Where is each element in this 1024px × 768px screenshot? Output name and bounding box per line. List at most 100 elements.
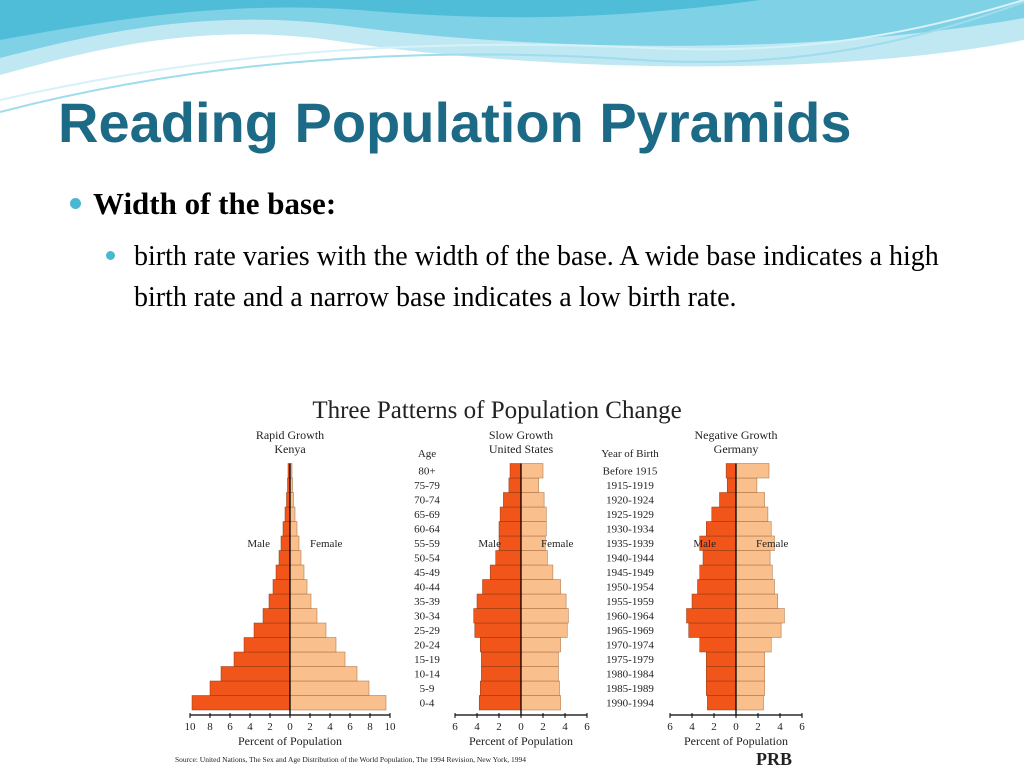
male-bar [509,463,522,479]
birth-year-label: 1980-1984 [606,669,654,681]
age-group-label: 5-9 [420,683,435,695]
male-bar [482,579,522,595]
female-bar [520,608,569,624]
male-bar [499,506,522,522]
pyramid-title: Rapid Growth [256,428,324,442]
age-column-header: Age [418,448,436,460]
x-tick-label: 4 [562,721,568,733]
sub-bullet-text: birth rate varies with the width of the … [134,241,939,313]
x-tick-label: 4 [247,721,253,733]
male-bar [707,695,737,711]
male-bar [473,608,522,624]
female-bar [735,637,772,653]
population-pyramids-figure: Three Patterns of Population Change Rapid… [175,397,805,768]
birth-year-label: 1940-1944 [606,553,654,565]
male-bar [711,506,737,522]
male-bar [280,535,291,551]
birth-year-label: 1945-1949 [606,567,654,579]
male-bar [691,593,737,609]
x-tick-label: 2 [711,721,717,733]
x-tick-label: 2 [540,721,546,733]
birth-year-label: 1935-1939 [606,538,654,550]
x-axis-label: Percent of Population [238,734,342,748]
pyramid-country: United States [489,442,554,456]
male-bar [481,666,522,682]
age-group-label: 15-19 [414,654,440,666]
female-bar [735,680,765,696]
female-bar [520,666,559,682]
female-bar [289,579,308,595]
female-bar [520,593,567,609]
female-bar [520,651,559,667]
female-bar [289,608,318,624]
female-label: Female [310,538,342,550]
female-bar [289,521,298,537]
x-tick-label: 0 [733,721,739,733]
x-tick-label: 8 [207,721,213,733]
age-group-label: 25-29 [414,625,440,637]
male-bar [498,535,522,551]
male-bar [508,477,522,493]
male-label: Male [693,538,716,550]
age-group-label: 30-34 [414,611,440,623]
age-group-label: 35-39 [414,596,440,608]
birth-year-column-header: Year of Birth [601,448,659,460]
female-bar [735,593,779,609]
male-bar [503,492,522,508]
male-bar [278,550,291,566]
x-tick-label: 4 [474,721,480,733]
male-bar [476,593,522,609]
male-bar [220,666,291,682]
x-tick-label: 2 [307,721,313,733]
birth-year-label: 1975-1979 [606,654,654,666]
x-tick-label: 6 [227,721,233,733]
female-bar [289,564,305,580]
female-bar [520,622,568,638]
female-bar [735,492,765,508]
age-group-label: 50-54 [414,553,440,565]
birth-year-label: 1990-1994 [606,698,654,710]
female-bar [735,695,764,711]
bullet-dot-icon [70,198,81,209]
header-wave-decoration [0,0,1024,113]
figure-title: Three Patterns of Population Change [312,397,681,424]
female-bar [735,622,782,638]
male-bar [480,680,522,696]
male-bar [686,608,737,624]
male-bar [284,506,291,522]
male-bar [478,695,522,711]
male-bar [233,651,291,667]
male-bar [272,579,291,595]
birth-year-label: 1915-1919 [606,480,654,492]
sub-bullet-dot-icon [106,251,115,260]
female-bar [735,477,758,493]
female-bar [289,622,327,638]
birth-year-label: 1930-1934 [606,524,654,536]
female-bar [289,666,358,682]
age-group-label: 20-24 [414,640,440,652]
female-bar [520,477,539,493]
age-group-label: 60-64 [414,524,440,536]
pyramid-country: Germany [714,442,759,456]
female-bar [735,579,775,595]
age-group-label: 10-14 [414,669,440,681]
female-bar [520,579,561,595]
age-group-label: 75-79 [414,480,440,492]
female-bar [735,608,785,624]
birth-year-label: 1920-1924 [606,495,654,507]
male-bar [706,680,737,696]
female-bar [520,680,560,696]
male-bar [706,666,737,682]
female-bar [735,521,772,537]
female-bar [520,492,545,508]
female-bar [289,550,302,566]
male-bar [495,550,522,566]
x-tick-label: 4 [777,721,783,733]
male-bar [697,579,737,595]
male-bar [243,637,291,653]
male-bar [474,622,522,638]
male-bar [268,593,291,609]
bullet-heading-text: Width of the base: [93,186,337,221]
female-bar [289,680,370,696]
male-bar [688,622,737,638]
